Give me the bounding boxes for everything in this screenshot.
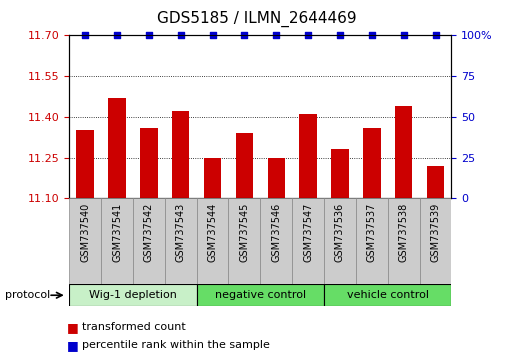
Text: GDS5185 / ILMN_2644469: GDS5185 / ILMN_2644469	[156, 11, 357, 27]
Text: ■: ■	[67, 321, 78, 334]
Text: vehicle control: vehicle control	[347, 290, 429, 300]
Bar	[101, 198, 133, 285]
Bar	[395, 106, 412, 198]
Text: percentile rank within the sample: percentile rank within the sample	[82, 340, 270, 350]
Text: GSM737545: GSM737545	[240, 202, 249, 262]
Bar	[261, 198, 292, 285]
Text: ■: ■	[67, 339, 78, 352]
Point	[368, 33, 376, 38]
Bar	[300, 114, 317, 198]
Text: GSM737538: GSM737538	[399, 202, 409, 262]
Text: GSM737543: GSM737543	[176, 202, 186, 262]
Text: GSM737536: GSM737536	[335, 202, 345, 262]
Bar	[420, 198, 451, 285]
Text: transformed count: transformed count	[82, 322, 186, 332]
Text: GSM737544: GSM737544	[208, 202, 218, 262]
Point	[81, 33, 89, 38]
Text: protocol: protocol	[5, 290, 50, 300]
Bar	[165, 198, 196, 285]
Text: GSM737539: GSM737539	[430, 202, 441, 262]
Bar	[292, 198, 324, 285]
Bar	[324, 198, 356, 285]
Point	[240, 33, 248, 38]
Text: GSM737546: GSM737546	[271, 202, 281, 262]
Bar	[196, 284, 324, 306]
Bar	[69, 198, 101, 285]
Point	[208, 33, 216, 38]
Bar	[172, 112, 189, 198]
Bar	[331, 149, 349, 198]
Point	[145, 33, 153, 38]
Point	[400, 33, 408, 38]
Bar	[69, 284, 196, 306]
Bar	[228, 198, 261, 285]
Bar	[388, 198, 420, 285]
Bar	[363, 128, 381, 198]
Bar	[324, 284, 451, 306]
Point	[304, 33, 312, 38]
Point	[431, 33, 440, 38]
Point	[176, 33, 185, 38]
Text: GSM737541: GSM737541	[112, 202, 122, 262]
Bar	[196, 198, 228, 285]
Text: GSM737537: GSM737537	[367, 202, 377, 262]
Text: GSM737540: GSM737540	[80, 202, 90, 262]
Point	[272, 33, 281, 38]
Bar	[267, 158, 285, 198]
Bar	[133, 198, 165, 285]
Text: negative control: negative control	[215, 290, 306, 300]
Bar	[140, 128, 157, 198]
Text: GSM737542: GSM737542	[144, 202, 154, 262]
Bar	[204, 158, 221, 198]
Point	[336, 33, 344, 38]
Point	[113, 33, 121, 38]
Bar	[108, 98, 126, 198]
Bar	[235, 133, 253, 198]
Bar	[427, 166, 444, 198]
Text: GSM737547: GSM737547	[303, 202, 313, 262]
Text: Wig-1 depletion: Wig-1 depletion	[89, 290, 177, 300]
Bar	[356, 198, 388, 285]
Bar	[76, 130, 94, 198]
